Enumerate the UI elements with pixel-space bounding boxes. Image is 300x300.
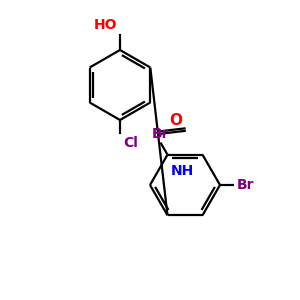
Text: HO: HO	[94, 18, 117, 32]
Text: Br: Br	[237, 178, 254, 192]
Text: NH: NH	[171, 164, 194, 178]
Text: O: O	[169, 113, 182, 128]
Text: Cl: Cl	[123, 136, 138, 150]
Text: Br: Br	[152, 127, 169, 141]
